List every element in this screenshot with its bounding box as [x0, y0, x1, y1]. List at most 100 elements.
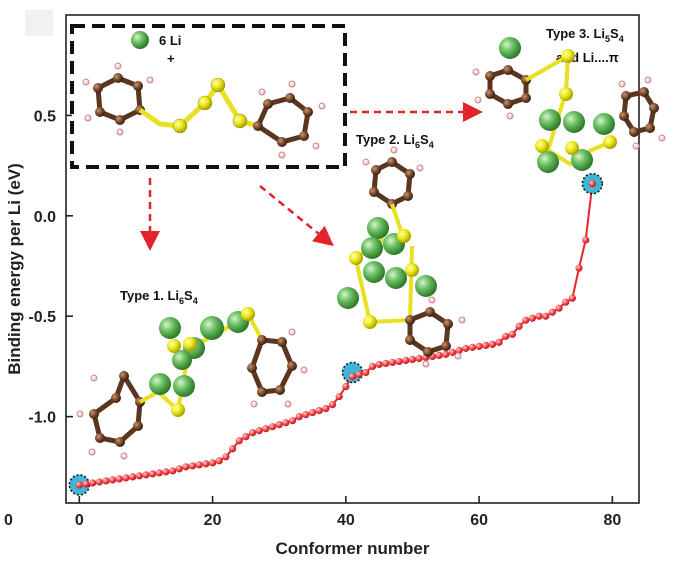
data-point	[562, 298, 570, 306]
stray-tick-label: 0	[4, 512, 13, 529]
data-point	[408, 355, 417, 364]
inset-li-label: 6 Li	[159, 33, 181, 48]
data-point	[315, 407, 323, 415]
data-point	[555, 304, 563, 312]
y-tick-label: -1.0	[28, 410, 56, 427]
data-point	[362, 368, 370, 377]
data-point	[89, 479, 97, 487]
data-point	[235, 437, 243, 445]
data-point	[382, 359, 390, 368]
data-point	[502, 332, 510, 340]
inset-plus-label: +	[167, 51, 175, 66]
type2-label: Type 2. Li6S4	[356, 132, 434, 150]
y-tick-label: 0.5	[34, 108, 56, 125]
data-point	[548, 308, 556, 316]
data-point	[482, 341, 490, 349]
data-point	[335, 392, 343, 401]
data-point	[395, 357, 403, 366]
data-point	[115, 475, 123, 483]
data-point	[122, 474, 130, 482]
data-point	[542, 312, 550, 320]
plot-frame	[65, 14, 640, 504]
data-point	[222, 453, 230, 461]
data-point	[415, 354, 423, 363]
corner-smudge	[25, 10, 53, 36]
x-tick-label: 40	[337, 512, 355, 529]
y-tick-label: -0.5	[28, 309, 56, 326]
data-point	[328, 400, 337, 409]
y-axis-label: Binding energy per Li (eV)	[5, 163, 24, 375]
data-point	[188, 462, 197, 470]
data-point	[155, 469, 163, 477]
data-point	[175, 465, 183, 473]
data-point	[508, 330, 517, 338]
data-point	[442, 350, 450, 358]
type1-label: Type 1. Li6S4	[120, 288, 198, 306]
data-point	[102, 477, 110, 485]
y-tick-label: 0.0	[34, 209, 56, 226]
data-point	[268, 423, 277, 431]
data-point	[355, 370, 363, 379]
pathway-arrows	[140, 102, 483, 251]
x-axis-label: Conformer number	[276, 539, 430, 558]
x-tick-label: 20	[204, 512, 222, 529]
inset-molecule: 6 Li +	[70, 24, 347, 169]
data-point	[82, 480, 90, 488]
data-point	[495, 338, 503, 346]
data-point	[582, 236, 590, 244]
data-point	[109, 476, 117, 484]
data-point	[75, 481, 83, 489]
data-point	[348, 372, 357, 381]
data-point	[322, 405, 330, 413]
data-point	[455, 346, 463, 354]
data-point	[135, 472, 143, 480]
type3-cluster: Type 3. Li5S4 and Li....π	[472, 26, 666, 173]
data-point	[282, 419, 290, 427]
data-point	[95, 478, 103, 486]
data-point	[488, 340, 497, 348]
data-point	[248, 429, 257, 437]
data-point	[129, 473, 137, 481]
data-point	[275, 421, 283, 429]
data-point	[475, 342, 483, 350]
type2-cluster: Type 2. Li6S4	[337, 132, 466, 368]
data-point	[255, 427, 263, 435]
data-point	[288, 417, 297, 425]
data-point	[142, 471, 150, 479]
arrow-to-type2	[259, 185, 334, 247]
data-point	[402, 356, 410, 365]
data-point	[468, 343, 477, 351]
data-point	[262, 425, 270, 433]
x-tick-label: 60	[470, 512, 488, 529]
data-point	[162, 468, 170, 476]
data-point	[368, 362, 377, 371]
x-tick-label: 0	[75, 512, 84, 529]
data-point	[388, 358, 397, 367]
data-point	[575, 264, 583, 272]
data-point	[568, 294, 576, 302]
data-point	[535, 312, 543, 320]
data-point	[208, 459, 217, 467]
data-point	[295, 413, 303, 421]
data-point	[302, 411, 310, 419]
data-point	[182, 463, 190, 471]
data-point	[149, 470, 157, 478]
data-point	[435, 351, 443, 359]
data-point	[448, 348, 457, 356]
series-layer	[68, 172, 604, 496]
inset-li-atom-icon	[131, 31, 149, 49]
type1-cluster: Type 1. Li6S4	[76, 288, 308, 460]
axes: 0 20 40 60 80 0.5 0.0 -0.5 -1.0 0 Conformer number…	[4, 108, 621, 558]
data-point	[462, 344, 470, 352]
data-point	[375, 360, 383, 369]
data-point	[515, 322, 523, 330]
data-point	[308, 409, 317, 417]
data-point	[342, 382, 350, 391]
data-point	[169, 467, 177, 475]
data-point	[242, 433, 250, 441]
x-tick-label: 80	[603, 512, 621, 529]
data-point	[528, 314, 536, 322]
data-point	[228, 445, 237, 453]
data-point	[202, 460, 210, 468]
